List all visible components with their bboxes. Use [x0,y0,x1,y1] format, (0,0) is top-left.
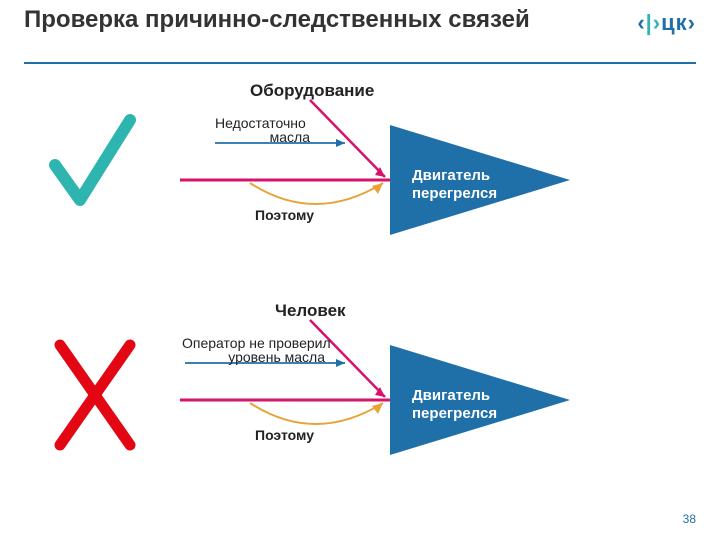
branch [310,100,385,177]
diagram-top: Двигатель перегрелся Оборудование Недост… [180,80,650,260]
logo-bracket-open: ‹ [637,10,645,35]
effect-text-2: перегрелся [412,185,497,202]
therefore-arc [250,403,383,424]
sub-arrowhead [336,139,345,147]
therefore-label: Поэтому [255,207,314,223]
header-rule [24,62,696,64]
logo-bracket-close: › [688,10,696,35]
therefore-label: Поэтому [255,427,314,443]
logo-letters: цк [661,10,688,35]
therefore-arc [250,183,383,204]
effect-text-1: Двигатель [412,387,490,404]
slide: Проверка причинно-следственных связей ‹|… [0,0,720,540]
sub-arrowhead [336,359,345,367]
check-icon [40,105,150,225]
effect-text-1: Двигатель [412,167,490,184]
check-stroke [55,120,130,200]
brand-logo: ‹|›цк› [637,10,696,36]
logo-bar: |› [646,10,661,35]
sub-label-2: масла [270,129,311,145]
effect-text-2: перегрелся [412,405,497,422]
category-label: Человек [275,301,346,320]
page-number: 38 [683,512,696,526]
page-title: Проверка причинно-следственных связей [24,6,544,34]
sub-label-2: уровень масла [228,349,325,365]
cross-icon [40,330,150,460]
category-label: Оборудование [250,81,374,100]
diagram-bottom: Двигатель перегрелся Человек Оператор не… [180,300,650,480]
